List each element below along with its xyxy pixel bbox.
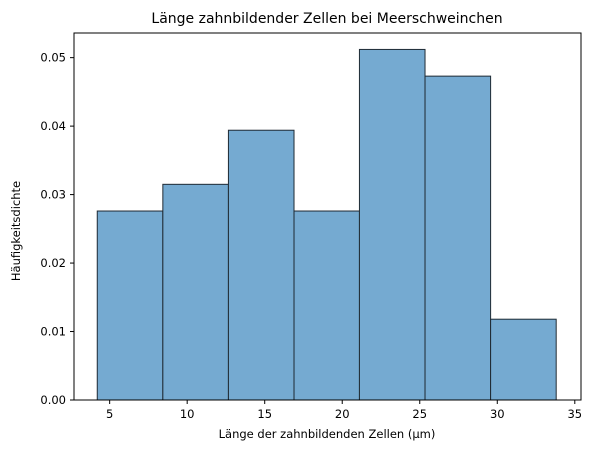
histogram-bar: [162, 183, 229, 401]
y-tick-label: 0.03: [40, 188, 66, 202]
y-tick-label: 0.01: [40, 325, 66, 339]
y-tick-label: 0.02: [40, 256, 66, 270]
x-tick-label: 30: [490, 407, 505, 421]
histogram-bar: [293, 210, 360, 401]
histogram-bar: [358, 48, 426, 401]
y-axis-label: Häufigkeitsdichte: [9, 181, 23, 281]
x-axis-label: Länge der zahnbildenden Zellen (µm): [219, 427, 436, 441]
x-tick-label: 10: [180, 407, 195, 421]
histogram-bars: [96, 48, 557, 401]
histogram-bar: [424, 75, 492, 401]
y-tick-label: 0.00: [40, 393, 66, 407]
x-tick-label: 5: [106, 407, 113, 421]
y-axis-ticks: 0.00 0.01 0.02 0.03 0.04 0.05: [40, 51, 74, 407]
y-tick-label: 0.04: [40, 119, 66, 133]
x-tick-label: 25: [412, 407, 427, 421]
y-tick-label: 0.05: [40, 51, 66, 65]
chart-title: Länge zahnbildender Zellen bei Meerschwe…: [151, 11, 502, 27]
x-tick-label: 20: [335, 407, 350, 421]
histogram-bar: [96, 210, 164, 401]
histogram-bar: [490, 318, 557, 401]
plot-area-frame: [73, 32, 582, 401]
x-tick-label: 35: [567, 407, 582, 421]
x-tick-label: 15: [257, 407, 272, 421]
histogram-bar: [227, 129, 295, 401]
x-axis-ticks: 5 10 15 20 25 30 35: [106, 400, 582, 421]
